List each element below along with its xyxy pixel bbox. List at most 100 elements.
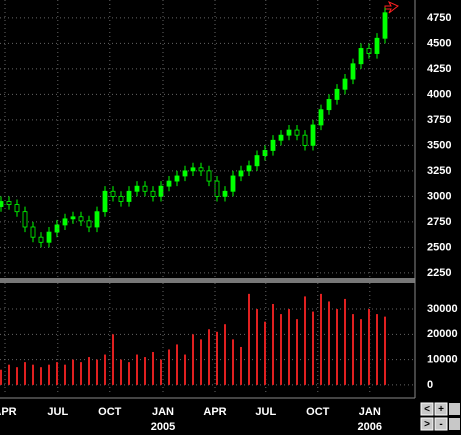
candle-body: [206, 170, 212, 182]
control-button[interactable]: <: [420, 402, 434, 416]
x-tick-label: JAN: [152, 406, 174, 418]
bar: [232, 339, 234, 385]
control-label: +: [438, 404, 444, 415]
candle-body: [142, 185, 148, 192]
bar: [56, 362, 58, 385]
x-year-label: 2005: [151, 421, 175, 433]
bar: [336, 309, 338, 385]
bar: [176, 344, 178, 385]
bar: [144, 357, 146, 385]
bar: [360, 319, 362, 385]
bar: [160, 359, 162, 385]
candle-body: [46, 231, 52, 243]
bar: [344, 298, 346, 385]
y-tick-label: 2250: [427, 267, 451, 279]
y-tick-label: 3000: [427, 190, 451, 202]
candle-body: [302, 134, 308, 146]
bar: [24, 362, 26, 385]
candle-body: [342, 78, 348, 90]
control-label: -: [439, 419, 442, 430]
y-tick-label: 3250: [427, 165, 451, 177]
y-tick-label: 20000: [427, 328, 458, 340]
candle-body: [102, 190, 108, 213]
bar: [200, 339, 202, 385]
candle-body: [134, 185, 140, 192]
candle-body: [174, 175, 180, 182]
bar: [304, 296, 306, 385]
candle-body: [22, 211, 28, 228]
candle-body: [78, 216, 84, 222]
bar: [104, 354, 106, 385]
candle-body: [126, 190, 132, 202]
candle-body: [6, 201, 12, 205]
bar: [384, 316, 386, 385]
x-tick-label: APR: [0, 406, 17, 418]
candle-body: [158, 185, 164, 197]
y-tick-label: 4000: [427, 88, 451, 100]
candle-body: [382, 12, 388, 39]
candle-body: [38, 236, 44, 243]
y-tick-label: 4750: [427, 12, 451, 24]
candle-body: [166, 180, 172, 187]
x-tick-label: OCT: [98, 406, 122, 418]
y-tick-label: 2500: [427, 241, 451, 253]
pane-separator: [0, 278, 415, 283]
candle-body: [0, 201, 4, 207]
x-tick-label: JUL: [47, 406, 68, 418]
candle-body: [318, 109, 324, 126]
control-button[interactable]: [449, 418, 460, 430]
y-tick-label: 10000: [427, 354, 458, 366]
bar: [352, 314, 354, 385]
control-button[interactable]: +: [434, 402, 448, 416]
candle-body: [150, 190, 156, 197]
bar: [64, 364, 66, 385]
control-button[interactable]: -: [434, 417, 448, 431]
y-tick-label: 3750: [427, 114, 451, 126]
candle-body: [350, 63, 356, 80]
candle-body: [270, 139, 276, 151]
bar: [112, 334, 114, 385]
candle-body: [86, 220, 92, 228]
control-button[interactable]: >: [420, 417, 434, 431]
bar: [376, 314, 378, 385]
candle-body: [262, 150, 268, 156]
bar: [216, 331, 218, 385]
bar: [256, 309, 258, 385]
bar: [320, 293, 322, 385]
bar: [192, 334, 194, 385]
bar: [312, 311, 314, 385]
bar: [224, 324, 226, 385]
bar: [120, 359, 122, 385]
bar: [328, 301, 330, 385]
bar: [184, 354, 186, 385]
bar: [240, 346, 242, 385]
bar: [0, 369, 2, 385]
x-tick-label: APR: [203, 406, 226, 418]
bar: [136, 354, 138, 385]
candle-body: [278, 134, 284, 141]
candle-body: [214, 180, 220, 197]
control-button[interactable]: [449, 403, 460, 415]
bar: [264, 321, 266, 385]
bar: [208, 329, 210, 385]
x-tick-label: JUL: [255, 406, 276, 418]
candle-body: [334, 88, 340, 100]
bar: [96, 359, 98, 385]
bar: [280, 314, 282, 385]
candle-body: [30, 226, 36, 238]
candle-body: [294, 129, 300, 136]
bar: [288, 309, 290, 385]
bar: [272, 303, 274, 385]
bar: [368, 309, 370, 385]
candle-body: [246, 165, 252, 172]
candle-body: [110, 190, 116, 197]
candle-body: [198, 167, 204, 172]
candle-body: [374, 37, 380, 54]
y-tick-label: 4250: [427, 63, 451, 75]
candle-body: [190, 167, 196, 172]
bar: [168, 349, 170, 385]
x-tick-label: OCT: [306, 406, 330, 418]
candle-body: [286, 129, 292, 136]
candle-body: [366, 48, 372, 54]
